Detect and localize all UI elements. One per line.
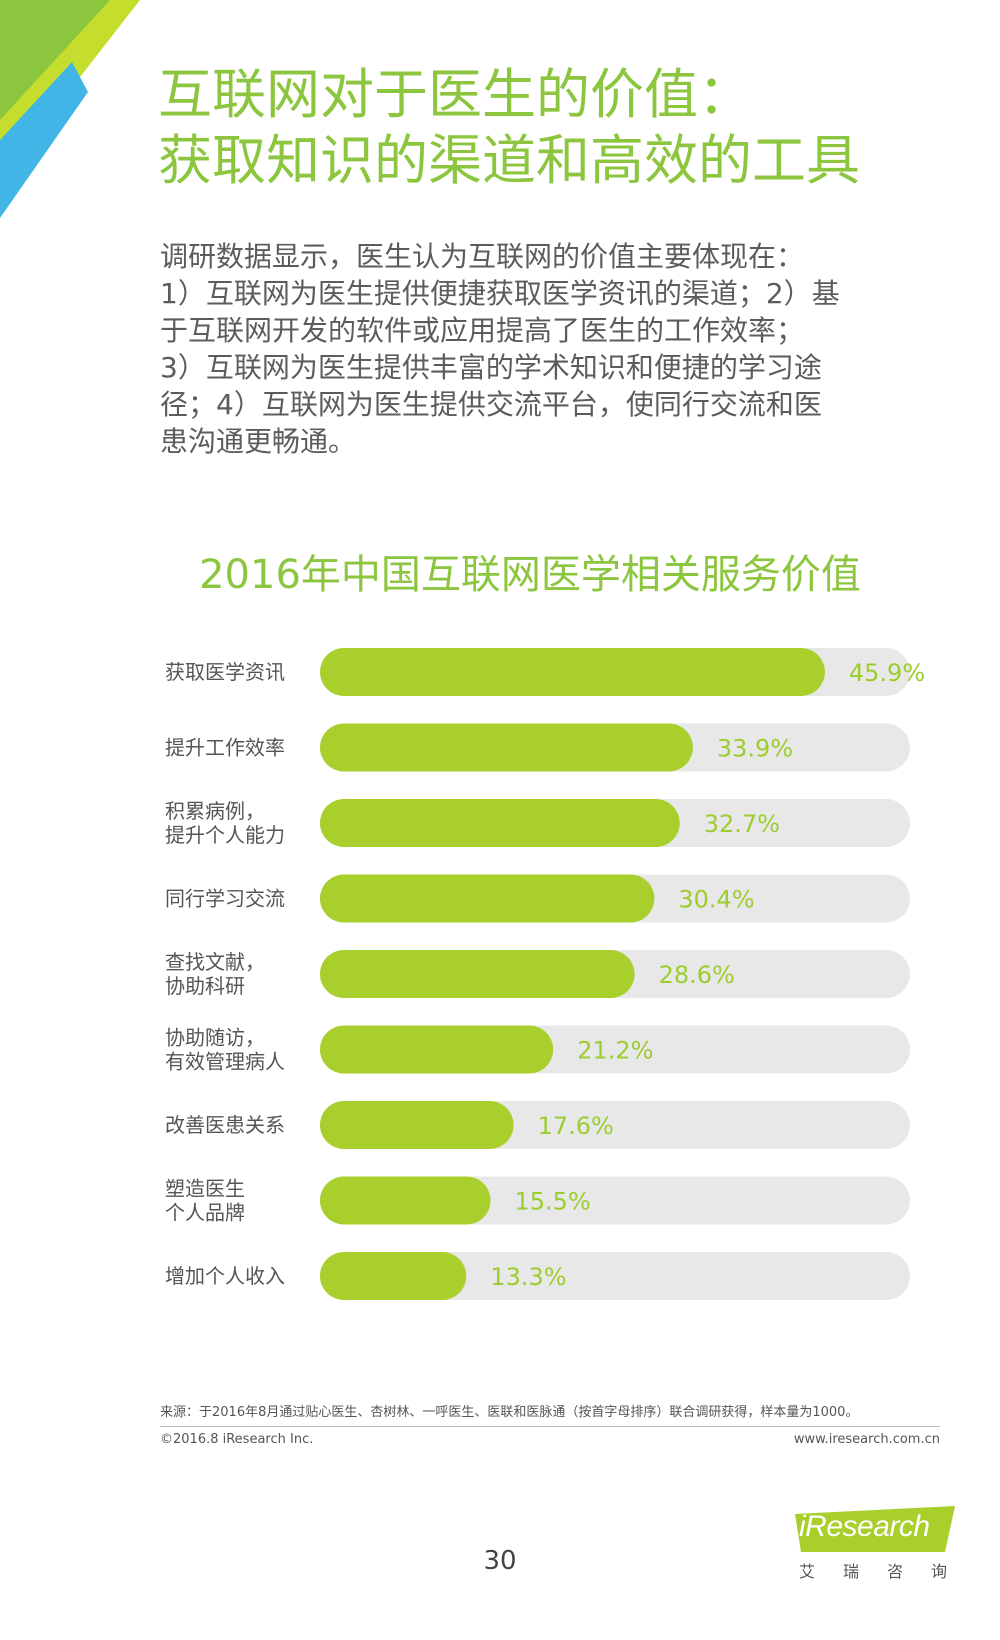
- data-label: 32.7%: [704, 810, 780, 838]
- data-label: 17.6%: [538, 1112, 614, 1140]
- category-label: 个人品牌: [165, 1201, 245, 1225]
- page-number: 30: [483, 1546, 517, 1576]
- bar: [320, 648, 825, 696]
- website-link[interactable]: www.iresearch.com.cn: [793, 1432, 940, 1447]
- bar: [320, 799, 680, 847]
- category-label: 查找文献，: [165, 950, 265, 974]
- bar-track: [320, 1252, 910, 1300]
- data-label: 28.6%: [659, 961, 735, 989]
- logo-badge-shape: [795, 1506, 955, 1552]
- bar: [320, 1176, 491, 1225]
- bar: [320, 874, 655, 923]
- logo-chinese-name: 艾瑞咨询: [799, 1562, 976, 1581]
- data-label: 30.4%: [678, 886, 754, 914]
- bar: [320, 1252, 467, 1300]
- category-label: 有效管理病人: [165, 1050, 285, 1074]
- page-title: 互联网对于医生的价值： 获取知识的渠道和高效的工具: [158, 62, 958, 194]
- bar: [320, 1025, 554, 1074]
- category-label: 增加个人收入: [165, 1264, 285, 1288]
- data-label: 13.3%: [490, 1263, 566, 1291]
- bar: [320, 723, 693, 772]
- category-label: 积累病例，: [165, 799, 265, 823]
- copyright-text: ©2016.8 iResearch Inc.: [160, 1432, 314, 1447]
- source-note: 来源：于2016年8月通过贴心医生、杏树林、一呼医生、医联和医脉通（按首字母排序…: [160, 1405, 859, 1420]
- data-label: 15.5%: [515, 1188, 591, 1216]
- logo-wordmark: iResearch: [799, 1510, 930, 1543]
- corner-decoration: [0, 0, 140, 218]
- corner-green-triangle: [0, 0, 110, 120]
- category-label: 协助科研: [165, 974, 245, 998]
- category-label: 同行学习交流: [165, 887, 285, 911]
- data-label: 45.9%: [849, 659, 925, 687]
- category-label: 获取医学资讯: [165, 660, 285, 684]
- description-paragraph: 调研数据显示，医生认为互联网的价值主要体现在： 1）互联网为医生提供便捷获取医学…: [160, 240, 840, 458]
- iresearch-logo: iResearch 艾瑞咨询: [795, 1506, 955, 1581]
- category-label: 塑造医生: [165, 1177, 245, 1201]
- category-label: 提升个人能力: [165, 823, 285, 847]
- category-label: 协助随访，: [165, 1026, 265, 1050]
- page-title-line1: 互联网对于医生的价值：: [158, 63, 752, 126]
- chart-title: 2016年中国互联网医学相关服务价值: [199, 552, 861, 598]
- corner-blue-triangle: [0, 62, 88, 218]
- bar: [320, 1101, 514, 1149]
- data-label: 21.2%: [577, 1037, 653, 1065]
- bar: [320, 950, 635, 998]
- category-label: 改善医患关系: [165, 1113, 285, 1137]
- page-title-line2: 获取知识的渠道和高效的工具: [158, 129, 860, 192]
- category-label: 提升工作效率: [165, 736, 285, 760]
- data-label: 33.9%: [717, 735, 793, 763]
- footer-divider: [160, 1426, 940, 1427]
